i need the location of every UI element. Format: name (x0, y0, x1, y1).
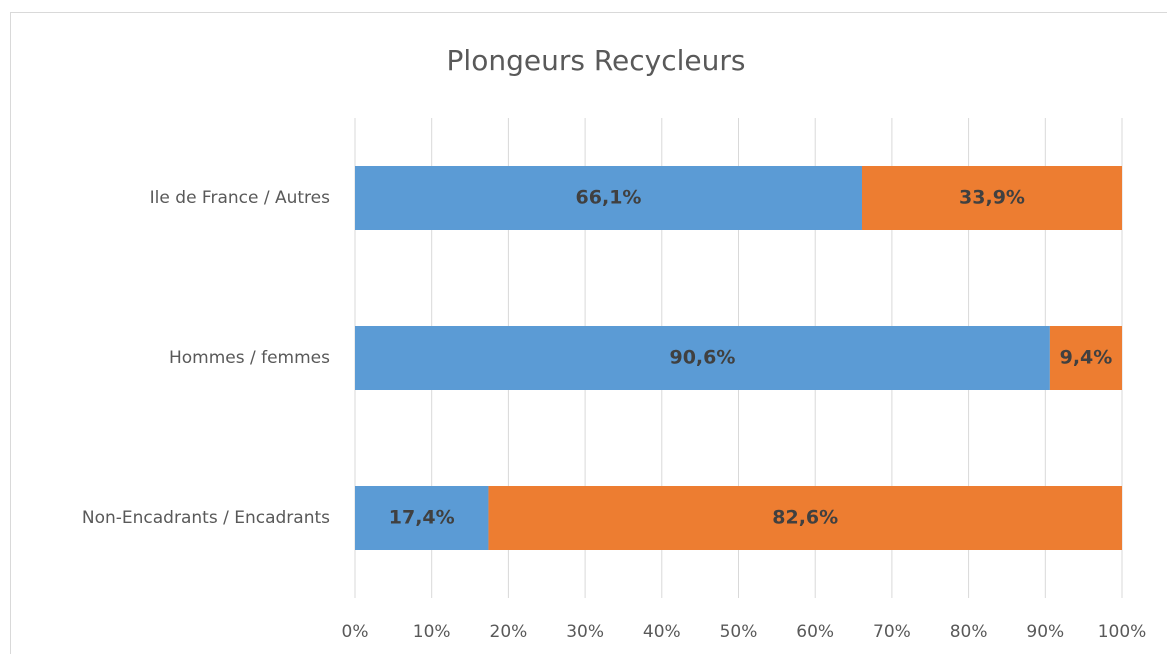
bar-segment (861, 166, 1122, 230)
x-tick-label: 60% (796, 622, 834, 642)
bar-segment (488, 486, 1122, 550)
bar-segment (355, 166, 862, 230)
x-tick-label: 20% (490, 622, 528, 642)
data-label: 33,9% (959, 187, 1025, 209)
bar-segment (355, 486, 489, 550)
x-tick-label: 0% (342, 622, 369, 642)
y-tick-label: Ile de France / Autres (150, 188, 330, 208)
data-label: 90,6% (669, 347, 735, 369)
x-tick-label: 80% (950, 622, 988, 642)
data-label: 66,1% (576, 187, 642, 209)
bar-segment (1049, 326, 1122, 390)
x-tick-label: 40% (643, 622, 681, 642)
x-tick-label: 90% (1026, 622, 1064, 642)
bar-segment (355, 326, 1050, 390)
x-tick-label: 50% (720, 622, 758, 642)
chart-title: Plongeurs Recycleurs (447, 44, 746, 77)
data-label: 82,6% (772, 507, 838, 529)
x-tick-label: 10% (413, 622, 451, 642)
x-tick-label: 100% (1098, 622, 1147, 642)
y-tick-label: Non-Encadrants / Encadrants (82, 508, 330, 528)
data-label: 17,4% (389, 507, 455, 529)
data-label: 9,4% (1060, 347, 1113, 369)
y-tick-label: Hommes / femmes (169, 348, 330, 368)
x-tick-label: 30% (566, 622, 604, 642)
x-tick-label: 70% (873, 622, 911, 642)
